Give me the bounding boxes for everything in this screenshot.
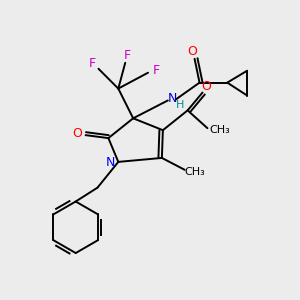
Text: O: O bbox=[188, 45, 197, 58]
Text: F: F bbox=[89, 57, 96, 70]
Text: CH₃: CH₃ bbox=[209, 125, 230, 135]
Text: H: H bbox=[176, 100, 184, 110]
Text: F: F bbox=[152, 64, 160, 77]
Text: N: N bbox=[106, 156, 115, 170]
Text: O: O bbox=[73, 127, 82, 140]
Text: O: O bbox=[202, 80, 212, 93]
Text: F: F bbox=[124, 50, 131, 62]
Text: CH₃: CH₃ bbox=[184, 167, 205, 177]
Text: N: N bbox=[168, 92, 178, 105]
